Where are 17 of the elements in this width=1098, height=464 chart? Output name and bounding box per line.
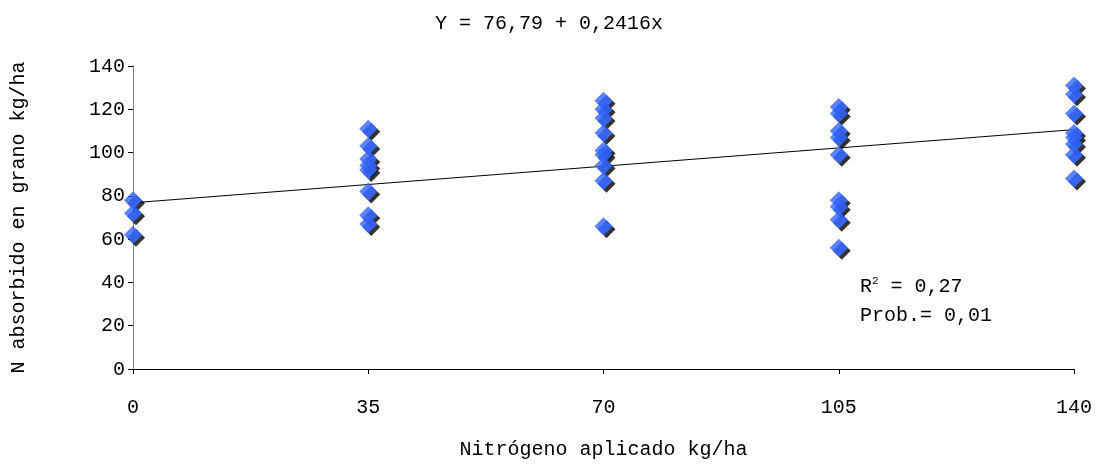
x-axis-title: Nitrógeno aplicado kg/ha xyxy=(459,437,748,461)
y-tick-label: 80 xyxy=(100,184,125,208)
x-tick-label: 140 xyxy=(1055,395,1093,419)
x-tick-label: 35 xyxy=(356,395,381,419)
x-tick-label: 0 xyxy=(126,395,140,419)
y-tick-label: 60 xyxy=(100,227,125,251)
y-tick-label: 100 xyxy=(88,141,125,165)
y-tick-label: 20 xyxy=(100,314,125,338)
annotation: Prob.= 0,01 xyxy=(859,304,992,328)
y-tick-label: 120 xyxy=(88,97,125,121)
x-tick-label: 105 xyxy=(820,395,857,419)
y-tick-label: 0 xyxy=(112,357,125,381)
x-tick-label: 70 xyxy=(591,395,616,419)
y-tick-label: 40 xyxy=(100,270,125,294)
chart-title: Y = 76,79 + 0,2416x xyxy=(434,11,664,35)
y-axis-title: N absorbido en grano kg/ha xyxy=(6,61,30,374)
y-tick-label: 140 xyxy=(88,54,125,78)
